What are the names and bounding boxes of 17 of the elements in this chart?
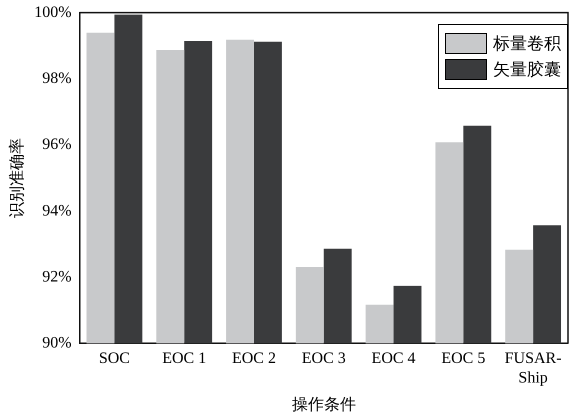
legend-label: 矢量胶囊	[493, 59, 561, 81]
y-tick-label: 94%	[42, 202, 72, 220]
x-tick-label: EOC 4	[372, 350, 416, 368]
x-axis-title: 操作条件	[292, 394, 356, 414]
x-tick-label: EOC 1	[162, 350, 206, 368]
x-tick-label: EOC 2	[232, 350, 276, 368]
x-tick-label: FUSAR-Ship	[504, 350, 562, 386]
y-tick-label: 92%	[42, 268, 72, 286]
y-tick-label: 100%	[34, 4, 72, 21]
x-tick-label: SOC	[98, 350, 130, 368]
x-tick-label: EOC 5	[441, 350, 486, 368]
y-tick-label: 90%	[42, 334, 72, 352]
y-tick-label: 96%	[42, 136, 72, 154]
y-axis-title: 识别准确率	[6, 138, 26, 218]
x-tick-label: EOC 3	[302, 350, 346, 368]
y-tick-label: 98%	[42, 70, 72, 87]
legend-label: 标量卷积	[493, 33, 561, 55]
